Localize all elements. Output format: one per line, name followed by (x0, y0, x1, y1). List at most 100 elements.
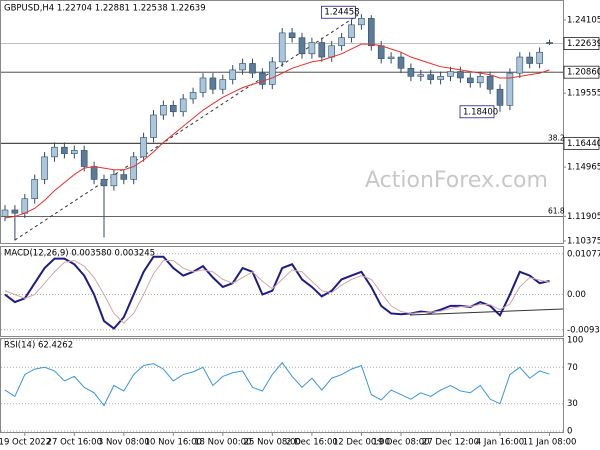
candle-body (298, 37, 306, 55)
candle-body (170, 105, 177, 113)
x-tick-label: 27 Oct 16:00 (47, 438, 102, 448)
candle-body (367, 18, 375, 47)
annotation-box (320, 5, 356, 19)
candle-body (259, 72, 266, 85)
candle-body (31, 179, 39, 200)
x-tick-label: 2 Dec 16:00 (286, 438, 338, 448)
candle-body (100, 179, 108, 187)
level-label: 1.20860 (567, 68, 600, 78)
candle-body (476, 76, 484, 84)
candle-body (377, 45, 385, 59)
candle-body (209, 77, 217, 90)
moving-average (4, 43, 550, 219)
candle-body (140, 137, 147, 158)
candle-body (387, 56, 395, 59)
annotation-box (459, 105, 495, 119)
y-tick-label: 100 (567, 336, 583, 346)
candle-body (417, 74, 425, 77)
fib-label: 61.8 (548, 206, 565, 215)
candle-body (486, 76, 494, 90)
indicator-line (4, 255, 550, 330)
rsi-panel (0, 338, 564, 433)
candle-body (1, 209, 9, 217)
y-tick-label: 0.010774 (567, 249, 600, 259)
level-label: 1.16440 (567, 139, 600, 149)
candle-body (11, 209, 19, 214)
level-label: 1.22639 (567, 39, 600, 49)
candle-body (358, 18, 365, 26)
candle-body (407, 68, 415, 77)
candle-body (71, 150, 78, 154)
candle-body (278, 32, 286, 63)
candle-body (268, 61, 276, 85)
candle-body (328, 45, 336, 58)
candle-body (536, 51, 543, 64)
x-tick-label: 4 Jan 16:00 (476, 438, 524, 448)
x-tick-label: 25 Nov 08:00 (244, 438, 301, 448)
trend-line (14, 14, 359, 241)
level-box (563, 65, 600, 79)
x-tick-label: 19 Dec 08:00 (372, 438, 429, 448)
y-tick-label: 1.19555 (567, 89, 600, 99)
y-tick-label: 0.00 (567, 290, 586, 300)
x-tick-label: 19 Oct 2022 (0, 438, 51, 448)
chart-title: GBPUSD,H4 1.22704 1.22881 1.22538 1.2263… (4, 4, 206, 14)
candle-body (308, 42, 316, 55)
candle-body (90, 166, 98, 180)
candle-body (348, 24, 355, 39)
candle-body (506, 72, 514, 106)
candle-body (516, 56, 524, 74)
candle-body (318, 42, 326, 58)
candle-body (61, 146, 68, 154)
candle-body (526, 56, 534, 64)
indicator-line (4, 259, 550, 324)
candle-body (189, 92, 197, 100)
candle-body (160, 105, 167, 116)
fib-label: 38.2 (548, 133, 565, 142)
y-tick-label: -0.009328 (567, 325, 600, 335)
candle-body (496, 88, 504, 106)
candle-body (41, 156, 48, 180)
candle-body (130, 156, 137, 180)
candle-body (437, 76, 444, 80)
candle-body (457, 71, 464, 79)
candle-body (466, 77, 474, 84)
candle-body (427, 74, 435, 80)
x-tick-label: 12 Dec 00:00 (333, 438, 390, 448)
y-tick-label: 1.11905 (567, 212, 600, 222)
watermark: ActionForex.com (365, 168, 548, 193)
y-tick-label: 1.10375 (567, 236, 600, 246)
price-panel (0, 0, 564, 244)
x-tick-label: 27 Dec 12:00 (422, 438, 479, 448)
candle-body (239, 63, 246, 71)
candle-body (120, 174, 128, 180)
candle-body (447, 71, 454, 77)
candle-body (397, 56, 405, 69)
macd-title: MACD(12,26,9) 0.003580 0.003245 (4, 249, 155, 259)
level-box (563, 37, 600, 50)
candle-body (546, 42, 553, 44)
indicator-line (4, 361, 550, 407)
macd-panel (0, 246, 564, 337)
candle-body (51, 146, 58, 158)
macd-support-line (409, 308, 564, 316)
candle-body (199, 77, 207, 93)
x-tick-label: 11 Jan 08:00 (523, 438, 577, 448)
candle-body (219, 79, 227, 90)
y-tick-label: 30 (567, 399, 578, 409)
x-tick-label: 10 Nov 16:00 (145, 438, 202, 448)
x-tick-label: 3 Nov 08:00 (98, 438, 150, 448)
candle-body (179, 98, 187, 113)
y-tick-label: 1.14965 (567, 163, 600, 173)
candle-body (288, 32, 296, 39)
y-tick-label: 1.24105 (567, 15, 600, 25)
y-tick-label: 0 (567, 427, 572, 437)
candle-body (150, 114, 157, 138)
rsi-title: RSI(14) 62.4262 (4, 341, 73, 351)
candle-body (249, 63, 256, 74)
y-tick-label: 70 (567, 363, 578, 373)
candle-body (80, 150, 88, 167)
level-box (563, 136, 600, 150)
annotation: 1.18400 (463, 107, 498, 117)
